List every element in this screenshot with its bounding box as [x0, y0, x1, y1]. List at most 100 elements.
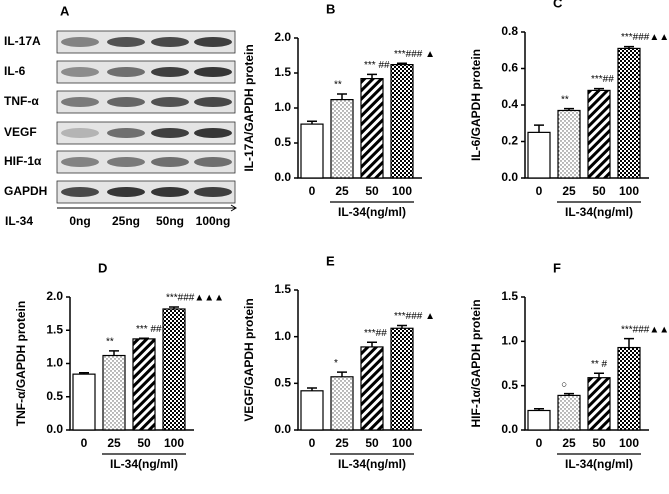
band — [151, 37, 189, 47]
error-bar — [109, 350, 119, 356]
x-tick-label: 25 — [562, 184, 576, 198]
x-tick-label: 25 — [107, 436, 121, 450]
band — [61, 128, 99, 138]
blot-strip — [56, 30, 236, 54]
band — [107, 187, 145, 197]
y-tick-label: 1.5 — [274, 65, 291, 79]
error-bar — [397, 62, 407, 65]
significance-label: ○ — [561, 379, 567, 390]
bar — [162, 308, 186, 431]
western-blot: A IL-34 IL-17A IL-6 TNF-α VEGF HIF-1α GAPDH 0n… — [4, 3, 237, 228]
bar — [390, 327, 414, 431]
band — [151, 187, 189, 197]
error-bar — [534, 124, 544, 133]
bar — [617, 47, 641, 179]
bar — [587, 377, 611, 431]
x-tick-label: 50 — [592, 184, 606, 198]
y-tick-label: 0.0 — [501, 170, 518, 184]
y-tick-label: 0.4 — [501, 97, 518, 111]
significance-label: ** # — [591, 359, 608, 370]
error-bar — [169, 306, 179, 309]
band — [151, 157, 189, 167]
y-tick-label: 1.5 — [274, 282, 291, 296]
x-tick-label: 25 — [335, 436, 349, 450]
row-label: TNF-α — [4, 94, 39, 108]
error-bar — [337, 371, 347, 377]
x-axis-label: IL-34(ng/ml) — [110, 457, 178, 471]
y-tick-label: 1.5 — [501, 289, 518, 303]
error-bar — [564, 392, 574, 396]
y-axis-label: IL-6/GAPDH protein — [469, 49, 483, 161]
band — [151, 67, 189, 77]
chart: F HIF-1α/GAPDH protein 0.0 0.5 1.0 1.5 0 ○ 25 ** … — [469, 260, 669, 471]
panel-label: C — [553, 0, 563, 10]
arrow-head — [230, 204, 237, 212]
bar — [360, 346, 384, 431]
treatment-label: IL-34 — [5, 214, 33, 228]
x-tick-label: 0 — [81, 436, 88, 450]
blot-strip — [56, 90, 236, 114]
band — [107, 67, 145, 77]
significance-label: * — [334, 358, 338, 369]
band — [151, 97, 189, 107]
y-tick-label: 2.0 — [46, 289, 63, 303]
y-tick-label: 0.0 — [501, 422, 518, 436]
x-tick-label: 100 — [392, 184, 412, 198]
y-axis-label: IL-17A/GAPDH protein — [242, 44, 256, 171]
band — [107, 97, 145, 107]
chart: D TNF-α/GAPDH protein 0.0 0.5 1.0 1.5 2.0 0 ** 25… — [14, 260, 224, 471]
x-tick-label: 50 — [137, 436, 151, 450]
error-bar — [307, 387, 317, 391]
y-tick-label: 0.2 — [501, 134, 518, 148]
bar — [330, 98, 354, 179]
band — [194, 187, 232, 197]
x-tick-label: 50 — [592, 436, 606, 450]
x-tick-label: 0 — [536, 436, 543, 450]
error-bar — [624, 45, 634, 49]
bar — [102, 354, 126, 431]
band — [61, 67, 99, 77]
band — [61, 157, 99, 167]
x-tick-label: 25 — [562, 436, 576, 450]
y-axis-label: TNF-α/GAPDH protein — [14, 301, 28, 426]
band — [194, 157, 232, 167]
bar — [132, 338, 156, 431]
significance-label: *** ## — [136, 324, 162, 335]
row-label: HIF-1α — [4, 154, 42, 168]
band — [194, 128, 232, 138]
panel-label: F — [553, 260, 561, 275]
band — [194, 97, 232, 107]
band — [61, 187, 99, 197]
row-label: VEGF — [4, 125, 37, 139]
error-bar — [624, 337, 634, 348]
y-tick-label: 0.5 — [274, 135, 291, 149]
blot-strip — [56, 180, 236, 204]
lane-label: 100ng — [196, 214, 231, 228]
y-tick-label: 0.6 — [501, 61, 518, 75]
significance-label: ** — [561, 94, 569, 105]
lane-label: 25ng — [112, 214, 140, 228]
x-tick-label: 100 — [619, 436, 639, 450]
bar — [617, 346, 641, 431]
y-tick-label: 1.0 — [274, 329, 291, 343]
y-tick-label: 0.5 — [501, 378, 518, 392]
bar — [587, 89, 611, 179]
x-tick-label: 0 — [309, 436, 316, 450]
chart: C IL-6/GAPDH protein 0.0 0.2 0.4 0.6 0.8 0 ** 25 *… — [469, 0, 669, 219]
chart: E VEGF/GAPDH protein 0.0 0.5 1.0 1.5 0 * 25 ***##… — [242, 253, 435, 471]
x-tick-label: 25 — [335, 184, 349, 198]
x-axis-label: IL-34(ng/ml) — [565, 457, 633, 471]
y-tick-label: 1.0 — [46, 356, 63, 370]
significance-label: ***###▲▲▲ — [166, 293, 224, 304]
error-bar — [367, 73, 377, 79]
x-axis-label: IL-34(ng/ml) — [338, 205, 406, 219]
significance-label: ** — [334, 80, 342, 91]
lane-label: 0ng — [69, 214, 90, 228]
error-bar — [139, 337, 149, 339]
y-tick-label: 0.0 — [274, 170, 291, 184]
error-bar — [397, 324, 407, 329]
row-label: GAPDH — [4, 184, 47, 198]
lane-label: 50ng — [156, 214, 184, 228]
y-tick-label: 0.0 — [274, 422, 291, 436]
y-tick-label: 1.0 — [274, 100, 291, 114]
